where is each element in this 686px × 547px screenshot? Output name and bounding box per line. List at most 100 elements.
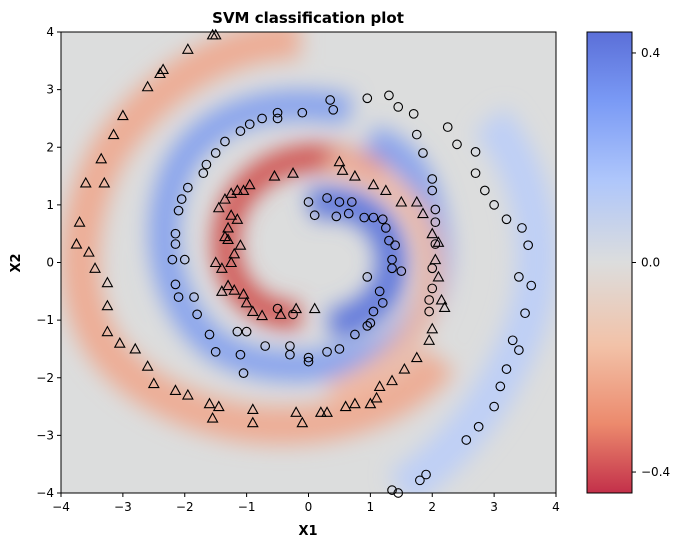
circle-point [501, 214, 512, 225]
y-tick-label: 2 [46, 140, 54, 154]
triangle-point [240, 296, 253, 308]
circle-point [244, 119, 255, 130]
triangle-point [141, 80, 154, 92]
triangle-point [268, 169, 281, 181]
circle-point [235, 126, 246, 136]
triangle-point [274, 308, 287, 319]
circle-point [523, 240, 534, 251]
circle-point [235, 349, 246, 360]
triangle-point [336, 164, 349, 175]
triangle-point [231, 213, 244, 224]
circle-point [170, 228, 181, 239]
triangle-point [225, 256, 238, 268]
y-tick-label: 3 [46, 83, 54, 97]
triangle-point [438, 301, 451, 312]
circle-point [167, 254, 178, 265]
circle-point [374, 286, 385, 297]
circle-point [514, 272, 524, 282]
triangle-point [212, 201, 225, 213]
circle-point [210, 346, 221, 357]
triangle-point [101, 276, 114, 288]
y-axis-label: X2 [9, 253, 24, 272]
triangle-point [423, 334, 436, 345]
triangle-point [181, 388, 194, 400]
circle-point [461, 435, 472, 445]
circle-point [430, 239, 441, 249]
circle-point [201, 159, 212, 170]
triangle-point [231, 184, 244, 196]
triangle-point [367, 178, 380, 190]
triangle-point [222, 279, 234, 291]
circle-point [495, 381, 506, 392]
triangle-point [256, 309, 269, 321]
triangle-point [379, 184, 392, 196]
circle-point [411, 129, 422, 140]
triangle-point [426, 227, 439, 239]
circle-point [173, 205, 184, 216]
circle-point [176, 194, 187, 204]
triangle-point [228, 284, 241, 295]
circle-point [396, 266, 407, 276]
circle-point [272, 303, 283, 314]
circle-point [179, 254, 190, 265]
triangle-point [228, 247, 241, 259]
circle-point [241, 326, 252, 337]
triangle-point [147, 377, 160, 389]
triangle-point [212, 400, 225, 412]
circle-point [393, 102, 404, 112]
triangle-point [222, 221, 234, 233]
triangle-point [113, 337, 126, 348]
circle-point [322, 193, 332, 203]
triangle-point [246, 416, 259, 428]
triangle-point [237, 288, 250, 299]
x-tick-label: 0 [305, 500, 313, 514]
circle-point [303, 352, 314, 363]
circle-point [359, 212, 370, 223]
triangle-point [225, 209, 238, 220]
x-tick-label: −2 [176, 500, 194, 514]
triangle-point [225, 187, 238, 198]
circle-point [430, 217, 441, 228]
circle-point [380, 223, 391, 233]
triangle-point [215, 285, 228, 296]
triangle-point [410, 351, 423, 363]
circle-point [362, 321, 373, 331]
colorbar-tick-label: 0.4 [641, 46, 660, 60]
triangle-point [432, 270, 445, 282]
circle-point [387, 263, 397, 274]
circle-point [285, 341, 295, 351]
circle-point [442, 122, 453, 132]
triangle-point [203, 397, 216, 409]
triangle-point [417, 207, 429, 219]
circle-point [343, 208, 354, 219]
triangle-point [89, 262, 101, 273]
y-tick-label: 0 [46, 256, 54, 270]
triangle-point [348, 169, 361, 181]
circle-point [170, 279, 181, 290]
triangle-point [308, 302, 321, 314]
circle-point [415, 475, 425, 486]
circle-point [325, 95, 336, 105]
x-axis-label: X1 [298, 524, 317, 539]
circle-point [309, 210, 320, 221]
triangle-point [181, 43, 194, 54]
triangle-point [141, 360, 154, 371]
triangle-point [237, 184, 250, 196]
triangle-point [321, 406, 333, 417]
circle-point [272, 113, 283, 124]
circle-point [479, 185, 490, 196]
circle-point [421, 469, 431, 480]
triangle-point [243, 178, 256, 190]
triangle-point [222, 233, 234, 244]
plot-area [60, 28, 557, 498]
triangle-point [219, 192, 231, 204]
triangle-point [339, 400, 352, 412]
triangle-point [429, 253, 442, 265]
circle-point [368, 306, 379, 317]
triangle-point [169, 384, 182, 395]
x-tick-label: −1 [238, 500, 256, 514]
circle-point [365, 318, 376, 328]
circle-point [192, 309, 202, 320]
circle-point [204, 329, 215, 340]
triangle-point [410, 195, 423, 207]
